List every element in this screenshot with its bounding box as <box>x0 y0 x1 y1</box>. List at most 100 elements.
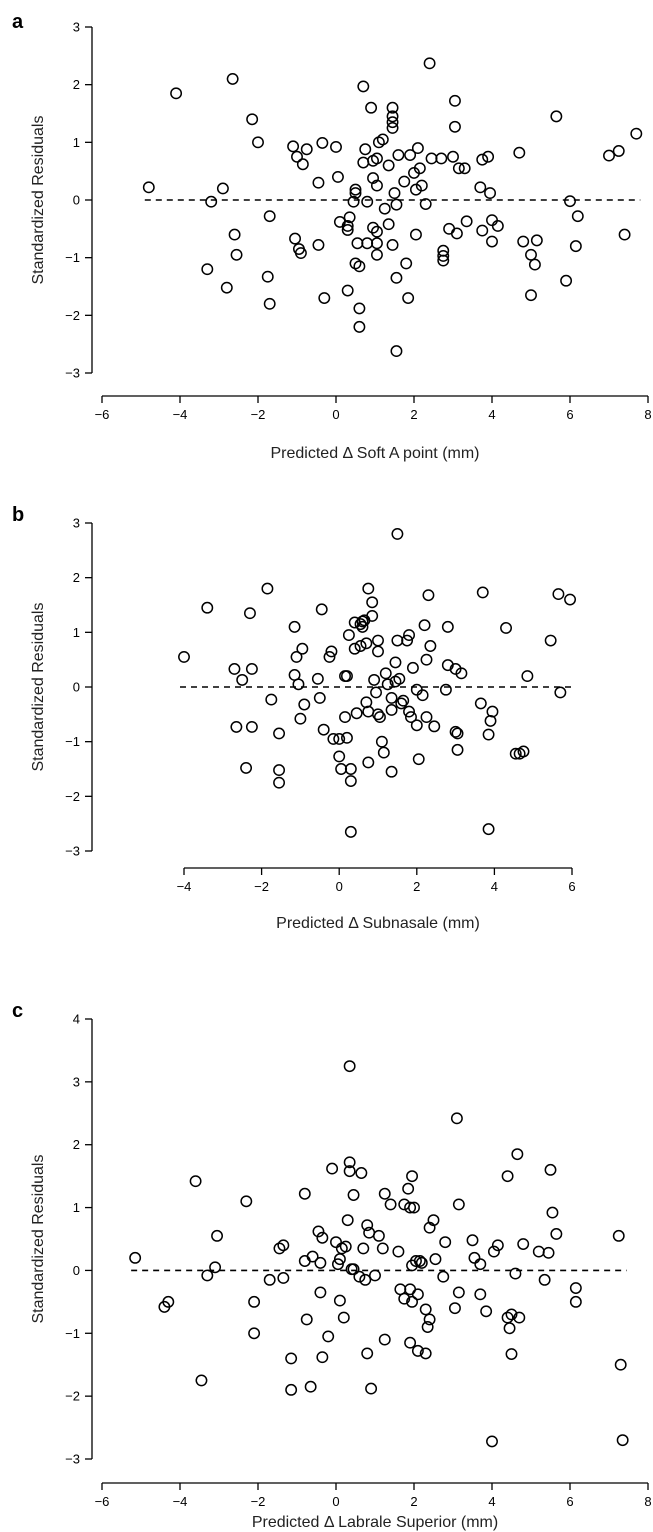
scatter-point <box>368 673 381 686</box>
scatter-point <box>357 80 370 93</box>
scatter-point <box>484 187 496 200</box>
scatter-point <box>347 1263 360 1276</box>
scatter-point <box>312 239 325 251</box>
scatter-point <box>616 1434 629 1447</box>
scatter-point <box>450 1112 463 1125</box>
scatter-point <box>486 1435 498 1448</box>
scatter-point <box>411 1288 424 1301</box>
scatter-point <box>228 228 241 241</box>
scatter-point <box>375 735 388 748</box>
scatter-point <box>371 152 383 165</box>
scatter-point <box>371 237 383 250</box>
scatter-point <box>513 1311 526 1324</box>
scatter-point <box>292 678 305 691</box>
scatter-point <box>410 183 422 196</box>
x-tick-label: 6 <box>568 879 575 894</box>
scatter-point <box>564 593 577 606</box>
scatter-point <box>291 150 303 163</box>
scatter-point <box>449 120 461 133</box>
scatter-point <box>390 198 403 211</box>
scatter-point <box>491 220 504 232</box>
scatter-point <box>312 1225 325 1238</box>
scatter-point <box>343 211 356 224</box>
scatter-point <box>360 637 373 650</box>
scatter-point <box>195 1374 208 1387</box>
scatter-point <box>248 1327 261 1340</box>
scatter-point <box>476 586 489 599</box>
panel-c-chart: c −3 −2 −1 0 1 2 3 4 −6 −4 −2 0 2 4 6 8 Predicted Δ Labra… <box>12 1000 652 1531</box>
panel-letter: a <box>12 11 24 33</box>
scatter-point <box>486 705 499 718</box>
scatter-point <box>525 248 537 261</box>
y-tick-label: 3 <box>73 1074 80 1089</box>
scatter-point <box>403 705 415 718</box>
scatter-point <box>285 1383 298 1396</box>
scatter-point <box>332 1258 344 1271</box>
scatter-point <box>333 750 346 763</box>
scatter-point <box>220 281 233 294</box>
scatter-point <box>450 227 463 240</box>
scatter-point <box>386 239 399 251</box>
panel-a-chart: a −3 −2 −1 0 1 2 3 −6 −4 −2 0 2 4 6 8 Predicted Δ Soft A… <box>12 11 652 462</box>
scatter-point <box>288 620 301 633</box>
scatter-point <box>441 620 454 633</box>
scatter-point <box>528 258 541 271</box>
scatter-point <box>298 698 311 711</box>
scatter-point <box>359 1273 372 1286</box>
scatter-point <box>423 1313 436 1326</box>
scatter-point <box>341 220 354 232</box>
panel-letter: c <box>12 1000 23 1022</box>
scatter-point <box>298 1255 311 1267</box>
scatter-point <box>369 1269 381 1282</box>
scatter-point <box>411 142 424 155</box>
scatter-point <box>421 1321 434 1333</box>
scatter-point <box>373 711 386 724</box>
scatter-point <box>363 1226 376 1239</box>
scatter-point <box>205 195 218 208</box>
scatter-point <box>395 697 408 710</box>
y-tick-label: −1 <box>65 1326 80 1341</box>
scatter-point <box>517 235 530 248</box>
scatter-point <box>406 1295 418 1308</box>
scatter-point <box>509 1267 522 1280</box>
scatter-point <box>333 1294 346 1307</box>
y-axis-title: Standardized Residuals <box>30 1155 47 1324</box>
scatter-point <box>415 179 428 192</box>
scatter-point <box>437 1270 450 1283</box>
scatter-point <box>294 712 307 725</box>
scatter-point <box>385 765 398 778</box>
scatter-point <box>517 1238 530 1250</box>
scatter-point <box>630 127 643 140</box>
scatter-point <box>544 634 557 647</box>
scatter-point <box>439 1236 452 1249</box>
scatter-point <box>316 1351 329 1364</box>
scatter-point <box>480 1305 493 1318</box>
scatter-point <box>353 260 366 273</box>
y-tick-label: 1 <box>73 135 80 150</box>
scatter-point <box>316 1231 329 1244</box>
scatter-point <box>488 1245 500 1258</box>
scatter-point <box>406 661 419 674</box>
scatter-point <box>330 140 342 153</box>
scatter-point <box>252 136 264 149</box>
scatter-point <box>289 232 301 245</box>
scatter-point <box>404 1201 417 1214</box>
scatter-point <box>361 1347 374 1360</box>
scatter-point <box>476 153 489 166</box>
y-tick-label: −2 <box>65 308 80 323</box>
scatter-point <box>614 1358 627 1371</box>
scatter-point <box>437 249 450 262</box>
scatter-point <box>503 1322 516 1335</box>
scatter-point <box>290 650 303 663</box>
scatter-point <box>240 1195 253 1208</box>
scatter-point <box>552 588 565 601</box>
scatter-point <box>447 150 459 163</box>
scatter-point <box>404 1283 417 1296</box>
scatter-point <box>366 596 379 609</box>
y-tick-label: −2 <box>65 1389 80 1404</box>
x-tick-label: −2 <box>251 1494 266 1509</box>
y-tick-label: 0 <box>73 193 80 208</box>
y-tick-label: −3 <box>65 1452 80 1467</box>
scatter-point <box>403 629 415 642</box>
scatter-point <box>398 175 411 188</box>
